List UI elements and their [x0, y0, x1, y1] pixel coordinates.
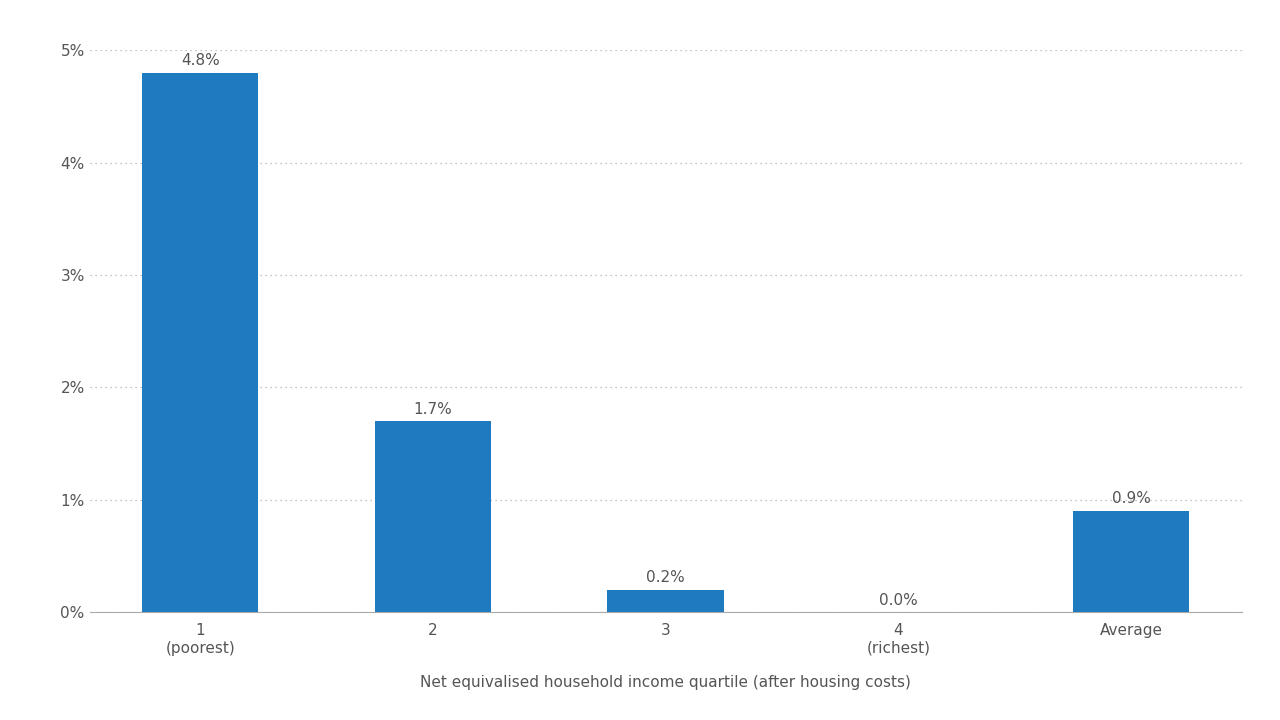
Text: 0.2%: 0.2%	[646, 570, 685, 585]
Text: 4.8%: 4.8%	[180, 53, 220, 68]
Bar	[375, 421, 492, 612]
X-axis label: Net equivalised household income quartile (after housing costs): Net equivalised household income quartil…	[420, 675, 911, 690]
Text: 0.0%: 0.0%	[879, 593, 918, 608]
Bar	[142, 73, 259, 612]
Bar	[608, 590, 723, 612]
Text: 1.7%: 1.7%	[413, 402, 452, 417]
Bar	[1073, 511, 1189, 612]
Text: 0.9%: 0.9%	[1111, 492, 1151, 506]
